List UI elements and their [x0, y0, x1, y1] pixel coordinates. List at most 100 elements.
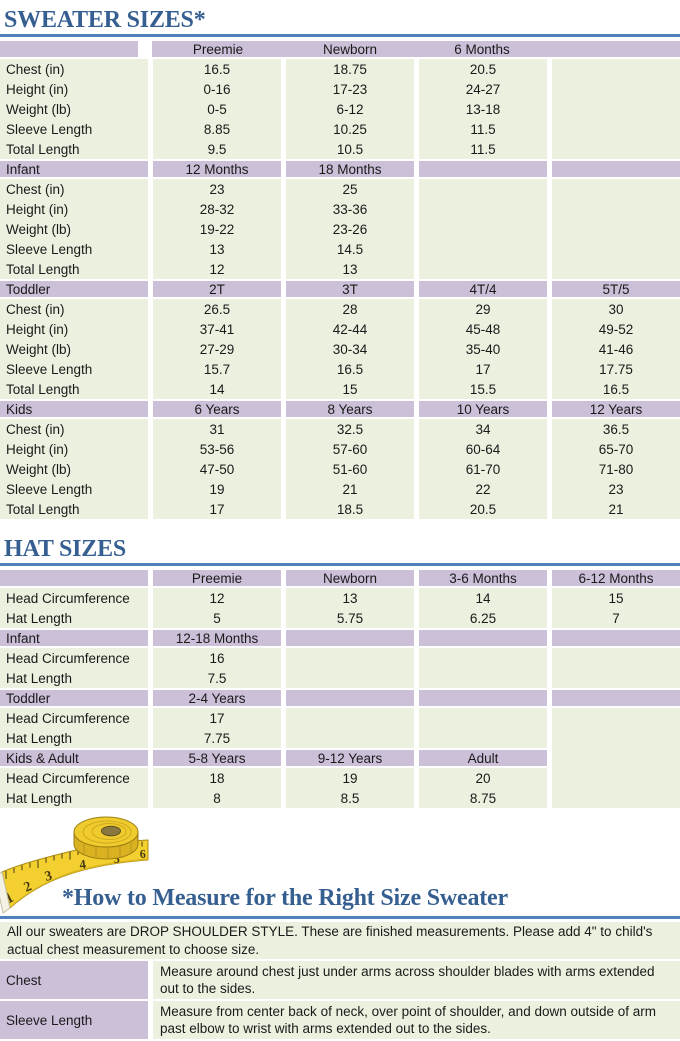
size-value-cell: 53-56 [153, 439, 281, 459]
size-value-cell [419, 648, 547, 668]
size-table-header-band: Preemie Newborn 6 Months [152, 39, 680, 59]
tape-number: 5 [113, 852, 120, 866]
size-table-header-cell [552, 159, 680, 179]
size-value-cell [419, 179, 547, 199]
size-value-cell [286, 728, 414, 748]
hat-sizes-table: Preemie Newborn 3-6 Months 6-12 Months Head … [0, 568, 680, 808]
size-value-cell: 17-23 [286, 79, 414, 99]
size-value-cell: 17 [153, 708, 281, 728]
size-value-cell: 5 [153, 608, 281, 628]
size-label-cell: Sleeve Length [0, 119, 148, 139]
size-table-row: Weight (lb) 19-22 23-26 [0, 219, 680, 239]
size-table-row: Chest (in) 31 32.5 34 36.5 [0, 419, 680, 439]
size-value-cell: 13 [286, 259, 414, 279]
size-table-row: Head Circumference 17 [0, 708, 680, 728]
size-table-row: Hat Length 8 8.5 8.75 [0, 788, 680, 808]
sweater-sizes-table: Preemie Newborn 6 Months Chest (in) 16.5 18.7… [0, 39, 680, 519]
size-table-header-cell: 6 Years [153, 399, 281, 419]
size-table-header-cell: Infant [0, 159, 148, 179]
size-value-cell: 65-70 [552, 439, 680, 459]
size-value-cell [286, 648, 414, 668]
size-value-cell: 24-27 [419, 79, 547, 99]
size-value-cell [552, 139, 680, 159]
size-value-cell: 33-36 [286, 199, 414, 219]
size-value-cell: 11.5 [419, 139, 547, 159]
size-label-cell: Sleeve Length [0, 239, 148, 259]
size-table-row: Hat Length 7.75 [0, 728, 680, 748]
size-label-cell: Total Length [0, 499, 148, 519]
size-table-header-cell: Preemie [192, 41, 244, 57]
size-value-cell: 7.75 [153, 728, 281, 748]
size-value-cell: 15.7 [153, 359, 281, 379]
size-value-cell: 10.5 [286, 139, 414, 159]
size-value-cell: 18 [153, 768, 281, 788]
size-value-cell [552, 179, 680, 199]
size-table-header-cell: 5-8 Years [153, 748, 281, 768]
size-table-row: Chest (in) 26.5 28 29 30 [0, 299, 680, 319]
size-value-cell: 13 [153, 239, 281, 259]
tape-number: 3 [43, 869, 53, 885]
size-value-cell [552, 728, 680, 748]
size-value-cell: 21 [552, 499, 680, 519]
size-table-header-cell [552, 688, 680, 708]
size-table-header-cell: 12-18 Months [153, 628, 281, 648]
size-table-header-row: Kids 6 Years 8 Years 10 Years 12 Years [0, 399, 680, 419]
size-value-cell: 11.5 [419, 119, 547, 139]
size-table-header-cell: 6-12 Months [552, 568, 680, 588]
size-value-cell [419, 199, 547, 219]
instruction-label-cell: Chest [0, 961, 148, 999]
size-value-cell: 16.5 [286, 359, 414, 379]
size-value-cell: 5.75 [286, 608, 414, 628]
size-table-header-cell [552, 748, 680, 768]
size-value-cell [552, 239, 680, 259]
size-table-row: Total Length 17 18.5 20.5 21 [0, 499, 680, 519]
measuring-instruction-row: Sleeve Length Measure from center back of… [0, 1001, 680, 1039]
size-value-cell: 0-16 [153, 79, 281, 99]
size-label-cell: Height (in) [0, 199, 148, 219]
section-divider [0, 916, 680, 919]
size-value-cell [552, 219, 680, 239]
size-table-header-row: Kids & Adult 5-8 Years 9-12 Years Adult [0, 748, 680, 768]
size-value-cell: 17.75 [552, 359, 680, 379]
size-table-header-cell: 10 Years [419, 399, 547, 419]
size-value-cell [419, 728, 547, 748]
measuring-instruction-row: Chest Measure around chest just under arm… [0, 961, 680, 999]
size-value-cell [419, 219, 547, 239]
size-table-header-cell: 2T [153, 279, 281, 299]
size-value-cell: 23 [153, 179, 281, 199]
size-table-header-cell: Adult [419, 748, 547, 768]
size-value-cell: 28 [286, 299, 414, 319]
size-table-header-row: Toddler 2T 3T 4T/4 5T/5 [0, 279, 680, 299]
size-table-row: Chest (in) 23 25 [0, 179, 680, 199]
size-table-row: Total Length 12 13 [0, 259, 680, 279]
size-table-header-cell: 12 Years [552, 399, 680, 419]
tape-end-tab [0, 871, 11, 914]
size-table-row: Sleeve Length 19 21 22 23 [0, 479, 680, 499]
size-value-cell: 49-52 [552, 319, 680, 339]
size-table-header-row: Preemie Newborn 3-6 Months 6-12 Months [0, 568, 680, 588]
drop-shoulder-note: All our sweaters are DROP SHOULDER STYLE… [0, 922, 680, 959]
size-table-row: Total Length 9.5 10.5 11.5 [0, 139, 680, 159]
size-table-header-cell: 2-4 Years [153, 688, 281, 708]
size-table-header-cell [286, 688, 414, 708]
size-value-cell: 27-29 [153, 339, 281, 359]
size-value-cell: 47-50 [153, 459, 281, 479]
size-label-cell: Weight (lb) [0, 219, 148, 239]
size-label-cell: Weight (lb) [0, 99, 148, 119]
size-value-cell: 17 [419, 359, 547, 379]
size-table-header-cell [0, 39, 138, 59]
size-label-cell: Weight (lb) [0, 339, 148, 359]
size-table-header-cell: Kids & Adult [0, 748, 148, 768]
size-label-cell: Hat Length [0, 728, 148, 748]
size-table-header-cell: 9-12 Years [286, 748, 414, 768]
size-value-cell: 19 [153, 479, 281, 499]
size-table-row: Weight (lb) 47-50 51-60 61-70 71-80 [0, 459, 680, 479]
size-table-header-cell: 18 Months [286, 159, 414, 179]
size-table-header-cell [552, 628, 680, 648]
size-table-header-cell [548, 41, 680, 57]
size-value-cell: 30 [552, 299, 680, 319]
size-value-cell [552, 99, 680, 119]
size-table-header-cell: 3T [286, 279, 414, 299]
size-table-row: Head Circumference 18 19 20 [0, 768, 680, 788]
